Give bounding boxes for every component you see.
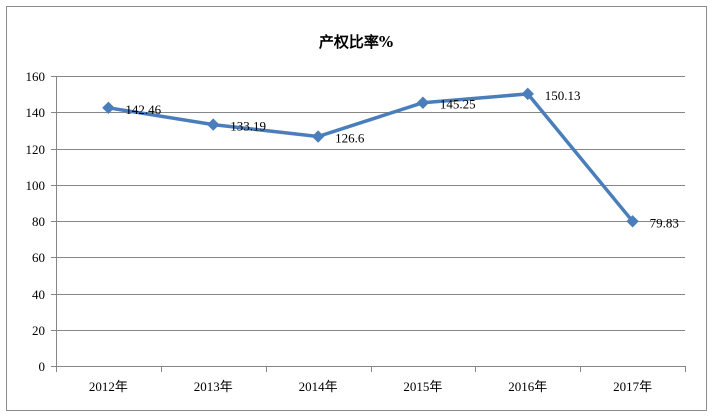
data-label: 133.19 bbox=[230, 119, 266, 134]
data-label: 126.6 bbox=[335, 131, 365, 146]
chart-frame bbox=[6, 6, 707, 411]
data-labels: 142.46 133.19 126.6 145.25 150.13 79.83 bbox=[125, 88, 678, 230]
data-label: 145.25 bbox=[440, 97, 476, 112]
y-tick-label: 140 bbox=[26, 105, 46, 120]
y-tick-label: 40 bbox=[32, 287, 45, 302]
y-tick-label: 100 bbox=[26, 178, 46, 193]
y-tick-label: 160 bbox=[26, 69, 46, 84]
y-tick-label: 20 bbox=[32, 323, 45, 338]
data-point-marker bbox=[626, 215, 639, 228]
y-tick-label: 80 bbox=[32, 214, 45, 229]
x-tick-label: 2015年 bbox=[403, 379, 442, 394]
y-tick-label: 60 bbox=[32, 250, 45, 265]
data-label: 79.83 bbox=[650, 215, 679, 230]
data-label: 150.13 bbox=[545, 88, 581, 103]
data-point-marker bbox=[521, 87, 534, 101]
y-tick-label: 0 bbox=[39, 359, 46, 374]
x-tick-label: 2017年 bbox=[613, 379, 652, 394]
chart-title: 产权比率% bbox=[319, 33, 393, 51]
x-tick-label: 2013年 bbox=[194, 379, 233, 394]
data-label: 142.46 bbox=[125, 102, 161, 117]
y-axis-ticks: 0 20 40 60 80 100 120 140 160 bbox=[26, 69, 46, 374]
x-tick-label: 2014年 bbox=[299, 379, 338, 394]
data-point-marker bbox=[207, 118, 220, 131]
data-point-marker bbox=[311, 130, 325, 143]
series-line bbox=[106, 92, 635, 224]
x-tick-label: 2016年 bbox=[508, 379, 547, 394]
y-tick-label: 120 bbox=[26, 142, 46, 157]
series bbox=[102, 87, 639, 228]
x-axis-ticks: 2012年 2013年 2014年 2015年 2016年 2017年 bbox=[89, 379, 652, 394]
data-point-marker bbox=[416, 96, 430, 109]
axes bbox=[51, 76, 686, 372]
data-point-marker bbox=[102, 101, 115, 114]
x-tick-label: 2012年 bbox=[89, 379, 128, 394]
gridlines bbox=[56, 76, 685, 331]
